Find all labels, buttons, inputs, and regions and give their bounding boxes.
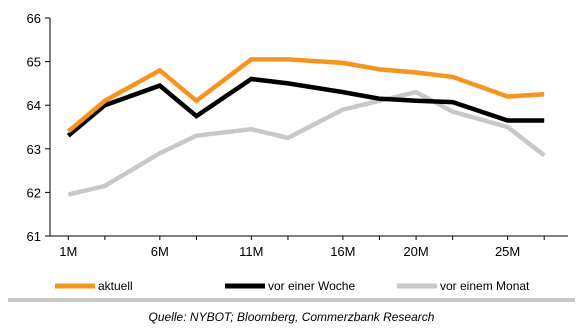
source-text: Quelle: NYBOT; Bloomberg, Commerzbank Re… [148, 310, 435, 324]
series-line-vor-einem-monat [67, 89, 546, 197]
y-tick-label: 66 [27, 11, 41, 26]
y-tick-label: 61 [27, 229, 41, 244]
x-axis: 1M 6M 11M 16M 20M 25M [50, 235, 568, 259]
legend-label-vor-einem-monat: vor einem Monat [440, 279, 530, 293]
x-tick-label: 20M [403, 244, 428, 259]
y-axis: 61 62 63 64 65 66 [27, 11, 51, 244]
x-tick-label: 11M [239, 244, 263, 259]
y-tick-label: 65 [27, 55, 41, 70]
series-line-vor-einer-woche [66, 76, 545, 138]
y-tick-label: 64 [27, 98, 41, 113]
legend-label-vor-einer-woche: vor einer Woche [268, 279, 355, 293]
y-tick-label: 62 [27, 185, 41, 200]
series-lines [66, 57, 546, 197]
series-line-aktuell [66, 57, 545, 134]
x-tick-label: 25M [495, 244, 520, 259]
x-tick-label: 6M [151, 244, 169, 259]
y-tick-label: 63 [27, 142, 41, 157]
legend: aktuell vor einer Woche vor einem Monat [55, 279, 530, 293]
x-tick-label: 1M [59, 244, 77, 259]
divider [8, 298, 575, 302]
x-tick-label: 16M [330, 244, 355, 259]
legend-label-aktuell: aktuell [98, 279, 133, 293]
